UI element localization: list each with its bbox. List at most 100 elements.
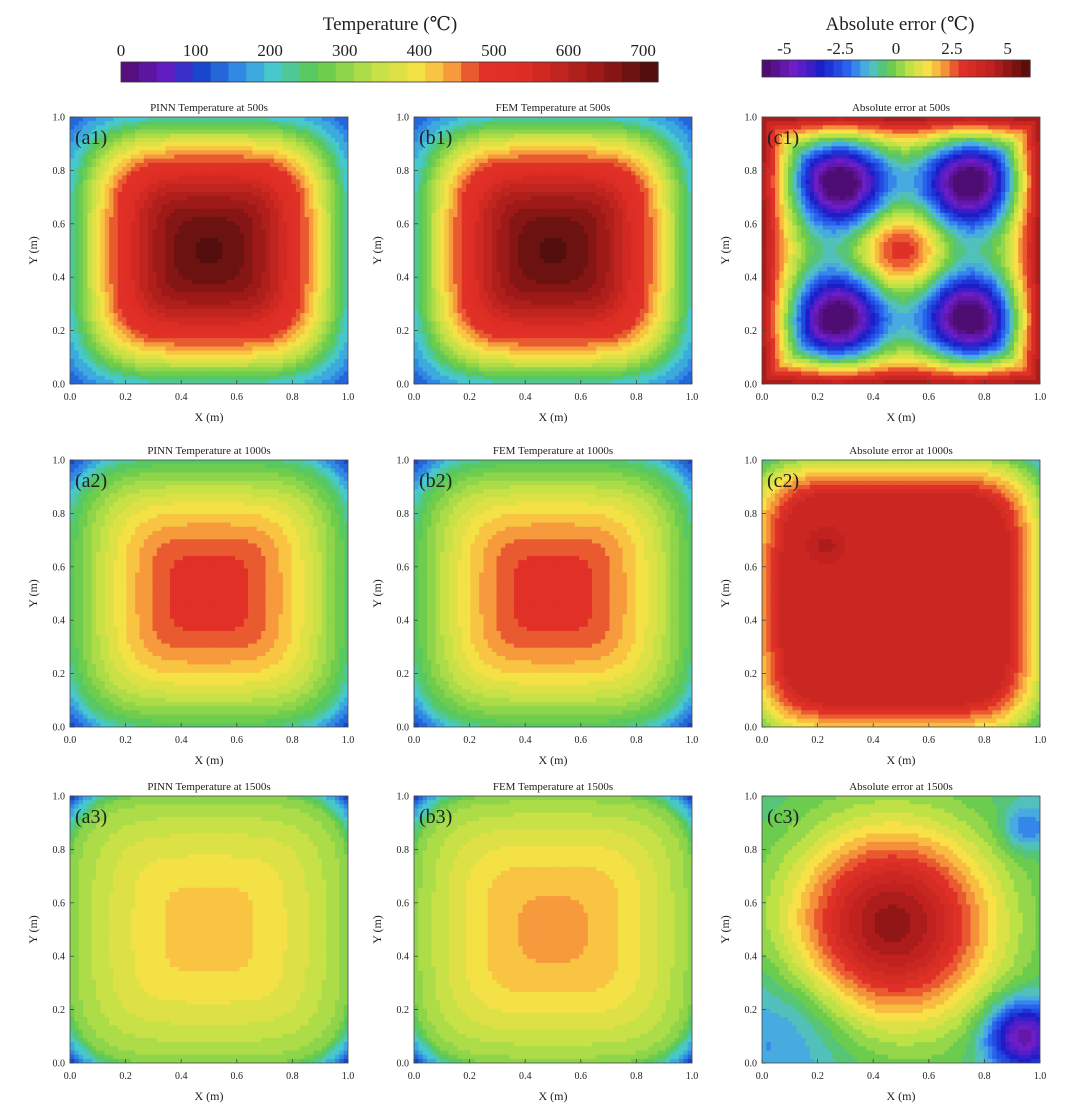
contour-cell [109, 225, 115, 231]
contour-cell [139, 175, 145, 181]
contour-cell [291, 371, 297, 377]
contour-cell [200, 150, 206, 156]
contour-cell [652, 150, 658, 156]
contour-cell [330, 150, 336, 156]
contour-cell [418, 133, 424, 139]
contour-cell [261, 246, 267, 252]
contour-cell [308, 321, 314, 327]
contour-cell [222, 221, 227, 227]
contour-cell [444, 121, 450, 126]
contour-cell [435, 121, 441, 126]
contour-cell [313, 162, 319, 168]
contour-cell [187, 371, 193, 377]
contour-cell [174, 125, 180, 131]
contour-cell [191, 371, 197, 377]
contour-cell [248, 250, 254, 256]
contour-cell [587, 129, 593, 135]
contour-cell [683, 125, 689, 131]
contour-cell [139, 146, 145, 151]
contour-cell [261, 271, 267, 277]
contour-cell [204, 125, 210, 131]
contour-cell [631, 121, 637, 126]
contour-cell [126, 317, 132, 323]
contour-cell [295, 296, 301, 302]
contour-cell [113, 338, 119, 343]
contour-cell [165, 129, 171, 135]
contour-cell [204, 217, 210, 222]
contour-cell [470, 133, 476, 139]
contour-cell [535, 121, 541, 126]
contour-cell [300, 275, 306, 281]
contour-cell [687, 142, 692, 147]
contour-cell [265, 321, 271, 327]
contour-cell [600, 158, 606, 164]
contour-cell [143, 346, 149, 352]
contour-cell [204, 154, 210, 160]
contour-cell [300, 187, 306, 193]
contour-cell [557, 146, 563, 151]
contour-cell [531, 158, 537, 164]
contour-cell [330, 363, 336, 368]
contour-cell [457, 154, 463, 160]
contour-cell [321, 246, 327, 252]
contour-cell [117, 196, 123, 202]
contour-cell [226, 204, 232, 210]
contour-cell [274, 183, 280, 189]
contour-cell [343, 212, 348, 218]
contour-cell [248, 233, 254, 239]
contour-cell [113, 258, 119, 264]
contour-cell [583, 142, 589, 147]
contour-cell [278, 129, 284, 135]
contour-cell [687, 150, 692, 156]
contour-cell [226, 350, 232, 356]
contour-cell [139, 242, 145, 247]
contour-cell [239, 204, 245, 210]
contour-cell [618, 125, 624, 131]
contour-cell [661, 150, 667, 156]
contour-cell [74, 154, 80, 160]
contour-cell [191, 179, 197, 185]
contour-cell [321, 375, 327, 381]
contour-cell [161, 183, 167, 189]
contour-cell [169, 146, 175, 151]
contour-cell [496, 133, 502, 139]
contour-cell [683, 137, 689, 143]
contour-cell [213, 283, 219, 289]
contour-cell [174, 342, 180, 348]
contour-cell [243, 229, 249, 235]
contour-cell [182, 304, 188, 310]
contour-cell [635, 133, 641, 139]
contour-cell [148, 196, 154, 202]
contour-cell [139, 333, 145, 339]
contour-cell [269, 263, 275, 268]
contour-cell [209, 263, 214, 268]
contour-cell [334, 258, 340, 264]
contour-cell [204, 229, 210, 235]
contour-cell [308, 250, 314, 256]
contour-cell [239, 125, 245, 131]
contour-cell [135, 254, 141, 260]
contour-cell [100, 242, 106, 247]
contour-cell [561, 154, 567, 160]
contour-cell [104, 300, 110, 306]
contour-cell [287, 200, 293, 206]
contour-cell [252, 167, 258, 172]
contour-cell [509, 167, 515, 172]
contour-cell [174, 308, 180, 314]
contour-cell [557, 137, 563, 143]
contour-cell [583, 162, 589, 168]
contour-cell [230, 192, 236, 197]
contour-cell [226, 300, 232, 306]
contour-cell [161, 117, 167, 122]
contour-cell [130, 333, 136, 339]
contour-cell [217, 129, 223, 135]
contour-cell [222, 225, 227, 231]
contour-cell [143, 162, 149, 168]
contour-cell [418, 154, 424, 160]
contour-cell [217, 321, 223, 327]
contour-cell [613, 142, 619, 147]
contour-cell [265, 142, 271, 147]
contour-cell [570, 121, 576, 126]
contour-cell [330, 233, 336, 239]
contour-cell [117, 288, 123, 293]
